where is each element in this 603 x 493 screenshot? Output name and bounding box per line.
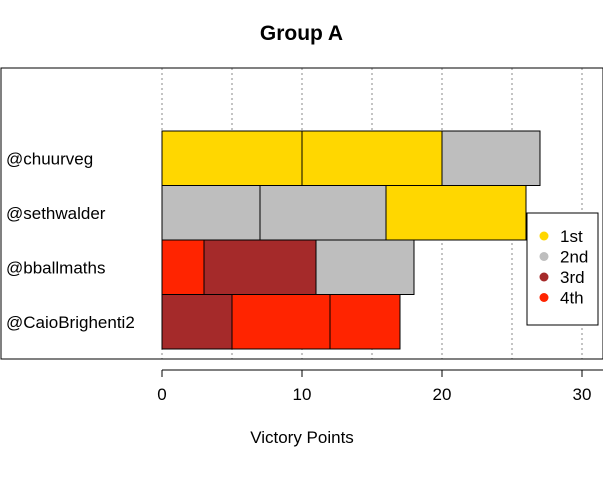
legend-marker bbox=[539, 272, 549, 282]
x-tick-label: 30 bbox=[573, 385, 592, 404]
legend-marker bbox=[539, 231, 549, 241]
bar-segment bbox=[161, 185, 261, 241]
legend-box bbox=[526, 212, 599, 326]
category-label: @CaioBrighenti2 bbox=[6, 313, 135, 332]
legend-label: 2nd bbox=[560, 248, 588, 267]
x-tick-label: 20 bbox=[433, 385, 452, 404]
x-tick-label: 0 bbox=[157, 385, 166, 404]
bar-segment bbox=[259, 185, 387, 241]
category-label: @sethwalder bbox=[6, 204, 106, 223]
bar-segment bbox=[385, 185, 527, 241]
legend-marker bbox=[539, 252, 549, 261]
bar-segment bbox=[315, 239, 415, 295]
legend-label: 4th bbox=[560, 289, 584, 308]
bar-segment bbox=[441, 130, 541, 186]
bar-segment bbox=[161, 294, 233, 350]
legend-marker bbox=[539, 293, 549, 302]
plot-frame bbox=[0, 67, 603, 360]
category-label: @bballmaths bbox=[6, 258, 105, 277]
y-axis-labels: @chuurveg @sethwalder @bballmaths @CaioBrig… bbox=[6, 149, 135, 332]
category-label: @chuurveg bbox=[6, 149, 93, 168]
bar-segment bbox=[161, 130, 303, 186]
bar-segment bbox=[301, 130, 443, 186]
bar-segment bbox=[329, 294, 401, 350]
bar-segments bbox=[161, 130, 541, 350]
bar-segment bbox=[231, 294, 331, 350]
legend-label: 3rd bbox=[560, 268, 585, 287]
chart-title: Group A bbox=[259, 22, 344, 45]
bar-segment bbox=[161, 239, 205, 295]
x-axis-label: Victory Points bbox=[250, 428, 354, 447]
bar-segment bbox=[203, 239, 317, 295]
legend-label: 1st bbox=[560, 227, 583, 246]
x-axis: 0 10 20 30 bbox=[157, 369, 603, 404]
x-tick-label: 10 bbox=[293, 385, 312, 404]
